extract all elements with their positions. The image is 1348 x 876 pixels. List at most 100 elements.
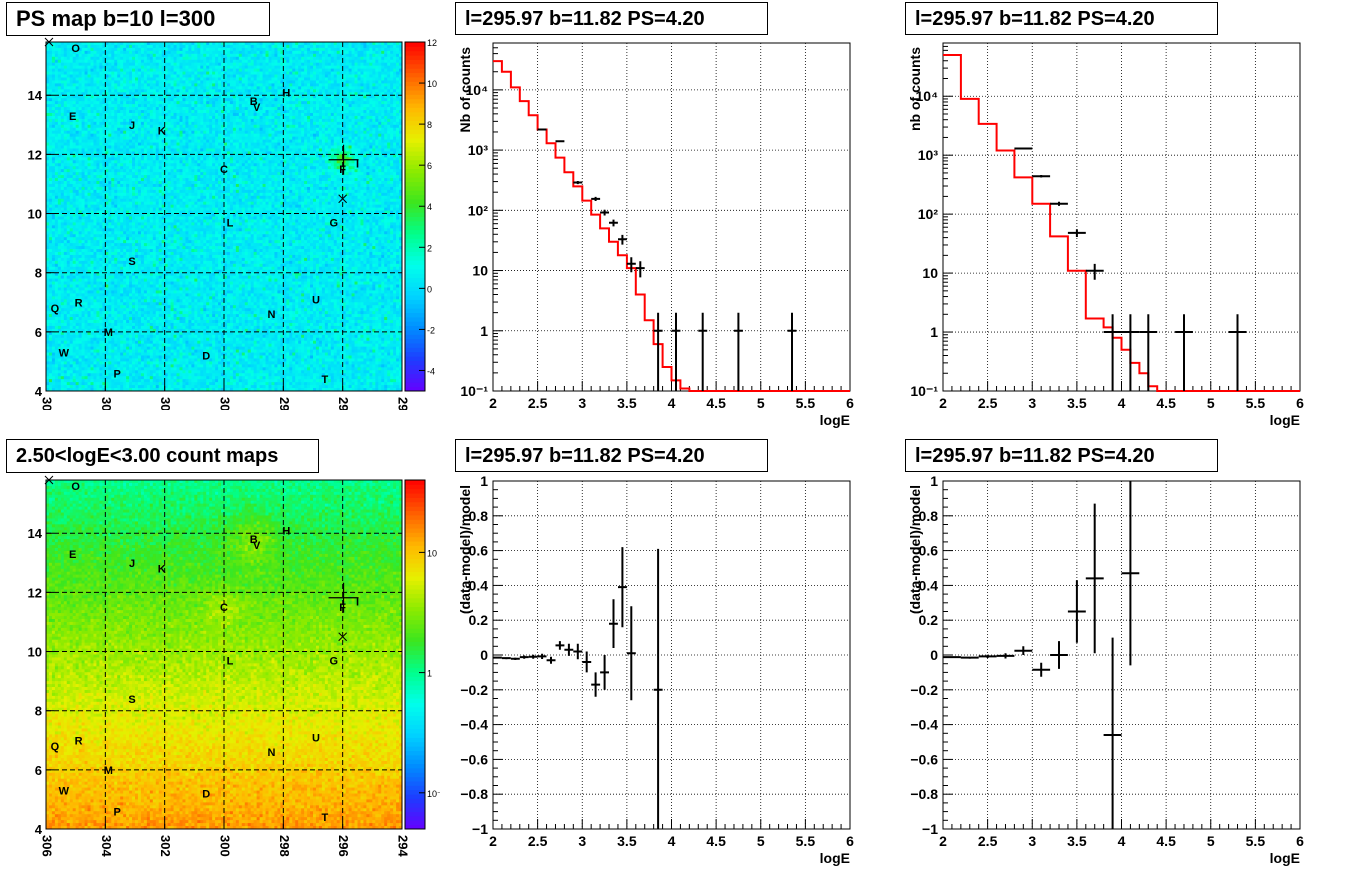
heatmap-cell xyxy=(84,151,88,155)
heatmap-cell xyxy=(191,92,195,96)
heatmap-cell xyxy=(372,160,376,164)
heatmap-cell xyxy=(57,130,62,135)
heatmap-cell xyxy=(212,142,216,146)
heatmap-cell xyxy=(357,98,361,102)
heatmap-cell xyxy=(238,151,243,155)
heatmap-cell xyxy=(149,59,154,64)
heatmap-cell xyxy=(188,101,192,105)
heatmap-cell xyxy=(247,124,252,129)
heatmap-cell xyxy=(277,145,281,149)
heatmap-cell xyxy=(345,145,349,149)
heatmap-cell xyxy=(137,74,142,78)
heatmap-cell xyxy=(197,53,201,58)
heatmap-cell xyxy=(111,101,115,105)
heatmap-cell xyxy=(348,145,352,149)
heatmap-cell xyxy=(253,110,258,114)
heatmap-cell xyxy=(333,115,338,120)
heatmap-cell xyxy=(75,77,80,81)
heatmap-cell xyxy=(327,42,332,46)
heatmap-cell xyxy=(197,104,201,108)
heatmap-cell xyxy=(381,142,385,146)
heatmap-cell xyxy=(120,115,124,120)
heatmap-cell xyxy=(363,83,367,87)
heatmap-cell xyxy=(238,133,243,138)
heatmap-cell xyxy=(315,148,320,152)
heatmap-cell xyxy=(256,62,260,67)
heatmap-cell xyxy=(54,65,59,70)
heatmap-cell xyxy=(280,89,284,93)
heatmap-cell xyxy=(221,104,225,108)
heatmap-cell xyxy=(277,127,281,132)
heatmap-cell xyxy=(327,130,332,135)
heatmap-cell xyxy=(274,68,278,72)
heatmap-cell xyxy=(387,92,391,96)
heatmap-cell xyxy=(72,110,77,114)
heatmap-cell xyxy=(345,130,349,135)
heatmap-cell xyxy=(60,65,65,70)
heatmap-cell xyxy=(123,65,127,70)
heatmap-cell xyxy=(185,148,189,152)
heatmap-cell xyxy=(194,130,198,135)
heatmap-cell xyxy=(120,65,124,70)
heatmap-cell xyxy=(123,50,127,55)
heatmap-cell xyxy=(164,142,169,146)
heatmap-cell xyxy=(54,68,59,72)
heatmap-cell xyxy=(259,101,263,105)
heatmap-cell xyxy=(75,86,80,90)
heatmap-cell xyxy=(87,160,91,164)
heatmap-cell xyxy=(209,136,213,140)
heatmap-cell xyxy=(114,77,118,81)
heatmap-cell xyxy=(96,59,100,64)
heatmap-cell xyxy=(63,65,68,70)
heatmap-cell xyxy=(96,89,100,93)
heatmap-cell xyxy=(295,65,299,70)
heatmap-cell xyxy=(256,95,260,99)
heatmap-cell xyxy=(336,44,341,49)
heatmap-cell xyxy=(292,154,296,158)
heatmap-cell xyxy=(244,142,249,146)
heatmap-cell xyxy=(120,44,124,49)
heatmap-cell xyxy=(51,71,56,75)
heatmap-cell xyxy=(209,92,213,96)
heatmap-cell xyxy=(224,110,228,114)
heatmap-cell xyxy=(93,130,97,135)
heatmap-cell xyxy=(170,118,174,123)
heatmap-cell xyxy=(155,80,160,84)
heatmap-cell xyxy=(235,139,240,143)
heatmap-cell xyxy=(143,74,148,78)
heatmap-cell xyxy=(390,101,394,105)
heatmap-cell xyxy=(152,127,157,132)
heatmap-cell xyxy=(283,136,287,140)
heatmap-cell xyxy=(336,50,341,55)
heatmap-cell xyxy=(259,142,263,146)
heatmap-cell xyxy=(96,112,100,117)
heatmap-cell xyxy=(378,77,382,81)
heatmap-cell xyxy=(232,133,237,138)
heatmap-cell xyxy=(161,124,166,129)
heatmap-cell xyxy=(149,65,154,70)
heatmap-cell xyxy=(135,145,139,149)
heatmap-cell xyxy=(277,92,281,96)
heatmap-cell xyxy=(381,148,385,152)
heatmap-cell xyxy=(99,86,103,90)
heatmap-cell xyxy=(114,44,118,49)
heatmap-cell xyxy=(256,112,260,117)
heatmap-cell xyxy=(224,139,228,143)
heatmap-cell xyxy=(96,124,100,129)
heatmap-cell xyxy=(315,110,320,114)
heatmap-cell xyxy=(57,71,62,75)
heatmap-cell xyxy=(185,130,189,135)
heatmap-cell xyxy=(226,112,231,117)
heatmap-cell xyxy=(247,56,252,61)
heatmap-cell xyxy=(321,44,326,49)
heatmap-cell xyxy=(167,124,171,129)
heatmap-cell xyxy=(206,139,210,143)
heatmap-cell xyxy=(268,59,272,64)
heatmap-cell xyxy=(102,44,106,49)
heatmap-cell xyxy=(158,107,163,111)
heatmap-cell xyxy=(194,80,198,84)
heatmap-cell xyxy=(295,127,299,132)
heatmap-cell xyxy=(84,53,88,58)
heatmap-cell xyxy=(327,101,332,105)
heatmap-cell xyxy=(129,59,133,64)
